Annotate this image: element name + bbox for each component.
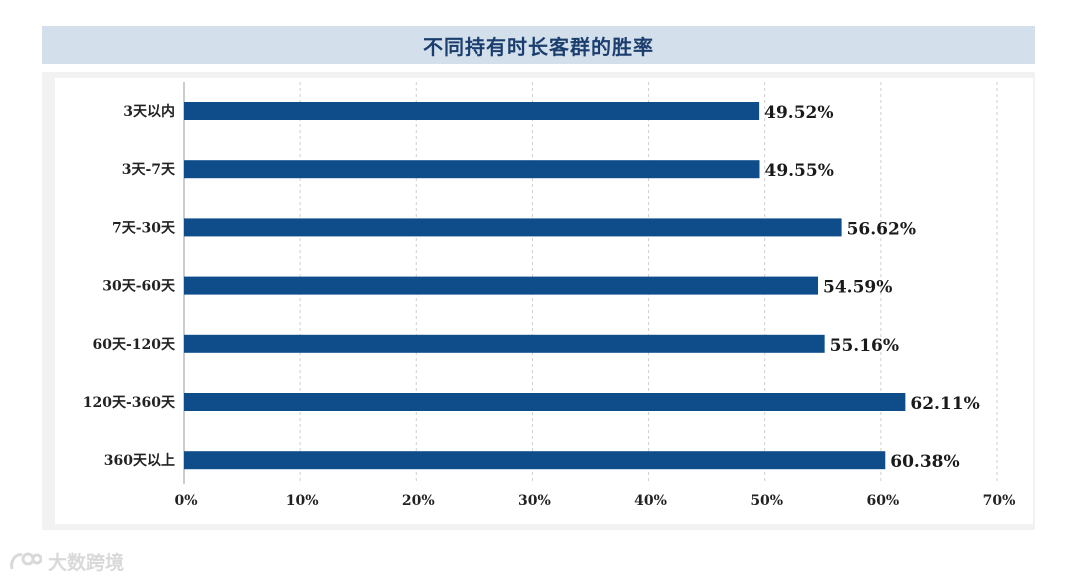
chart-inner — [55, 78, 1033, 524]
x-tick-label: 70% — [983, 493, 1016, 509]
x-tick-label: 50% — [750, 493, 783, 509]
value-label: 56.62% — [847, 219, 916, 239]
chart-title: 不同持有时长客群的胜率 — [423, 34, 654, 59]
category-label: 7天-30天 — [112, 220, 176, 236]
x-tick-label: 0% — [174, 493, 197, 509]
category-label: 3天以内 — [123, 103, 175, 120]
x-tick-label: 30% — [518, 493, 551, 509]
value-label: 54.59% — [823, 278, 892, 298]
dashuju-logo-icon — [10, 552, 42, 569]
bar — [184, 218, 842, 237]
x-tick-label: 10% — [286, 493, 319, 509]
watermark-text: 大数跨境 — [48, 552, 125, 574]
bar — [184, 451, 886, 470]
bar — [184, 334, 825, 353]
category-label: 30天-60天 — [102, 279, 176, 295]
value-label: 49.52% — [764, 103, 833, 123]
x-tick-label: 40% — [634, 493, 667, 509]
watermark: 大数跨境 — [8, 548, 124, 575]
bar — [184, 393, 906, 411]
category-label: 360天以上 — [104, 453, 175, 469]
category-label: 120天-360天 — [83, 395, 176, 411]
value-label: 62.11% — [910, 394, 979, 414]
category-label: 3天-7天 — [122, 162, 176, 178]
value-label: 60.38% — [890, 452, 959, 472]
bar — [184, 276, 819, 295]
title-bar: 不同持有时长客群的胜率 — [42, 26, 1035, 64]
x-tick-label: 20% — [402, 493, 435, 509]
value-label: 55.16% — [830, 336, 899, 356]
bar — [184, 160, 760, 179]
bar — [184, 102, 760, 120]
category-label: 60天-120天 — [92, 337, 176, 353]
value-label: 49.55% — [764, 161, 833, 181]
x-tick-label: 60% — [866, 493, 899, 509]
